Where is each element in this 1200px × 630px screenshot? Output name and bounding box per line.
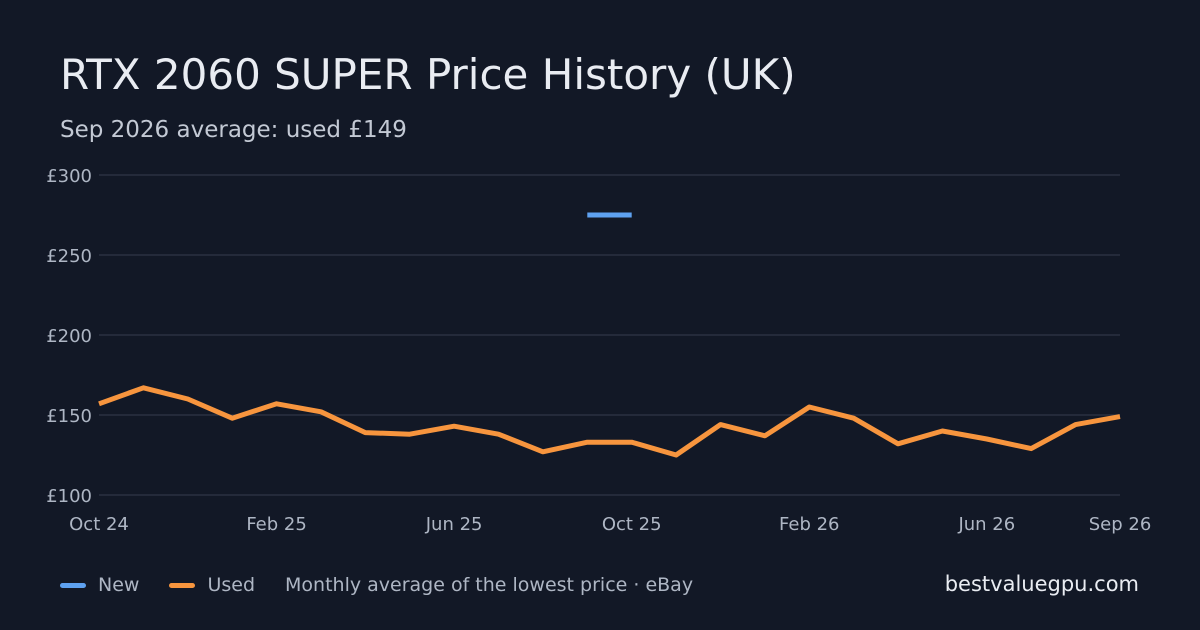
legend-label-used: Used bbox=[207, 574, 256, 596]
x-tick-label: Sep 26 bbox=[1089, 514, 1152, 535]
legend-note: Monthly average of the lowest price · eB… bbox=[285, 574, 694, 596]
y-tick-label: £150 bbox=[46, 406, 92, 427]
x-tick-label: Jun 26 bbox=[957, 514, 1015, 535]
source-site: bestvaluegpu.com bbox=[944, 572, 1139, 596]
x-tick-label: Oct 24 bbox=[69, 514, 129, 535]
y-tick-label: £200 bbox=[46, 326, 92, 347]
y-tick-label: £100 bbox=[46, 486, 92, 507]
y-tick-label: £300 bbox=[46, 166, 92, 187]
x-tick-label: Feb 25 bbox=[246, 514, 307, 535]
legend: New Used Monthly average of the lowest p… bbox=[60, 574, 693, 596]
legend-item-used: Used bbox=[169, 574, 255, 596]
series-line-used bbox=[98, 385, 1121, 458]
x-tick-label: Feb 26 bbox=[779, 514, 840, 535]
chart-title: RTX 2060 SUPER Price History (UK) bbox=[60, 50, 796, 99]
y-tick-label: £250 bbox=[46, 246, 92, 267]
legend-swatch-new bbox=[60, 582, 86, 588]
legend-item-new: New bbox=[60, 574, 139, 596]
x-tick-label: Jun 25 bbox=[425, 514, 483, 535]
legend-swatch-used bbox=[169, 582, 196, 588]
x-tick-label: Oct 25 bbox=[602, 514, 662, 535]
legend-label-new: New bbox=[98, 574, 140, 596]
chart-subtitle: Sep 2026 average: used £149 bbox=[60, 117, 407, 143]
